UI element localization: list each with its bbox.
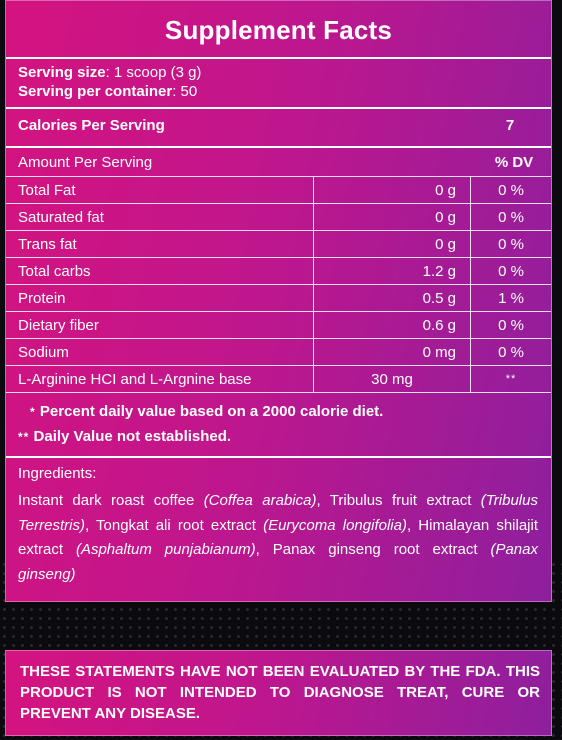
ingredient-latin-name: (Tribulus Terrestris) — [18, 492, 538, 534]
nutrient-amount: 0 g — [313, 203, 471, 231]
nutrient-dv: 0 % — [470, 176, 551, 204]
serving-size-value: : 1 scoop (3 g) — [105, 64, 202, 81]
nutrient-name: Protein — [6, 284, 314, 312]
nutrient-name: Dietary fiber — [6, 311, 314, 339]
divider — [6, 146, 551, 148]
ingredient-part: Instant dark roast coffee — [18, 492, 204, 509]
ingredient-latin-name: (Coffea arabica) — [203, 492, 317, 509]
divider — [6, 456, 551, 458]
calories-label: Calories Per Serving — [18, 117, 165, 134]
nutrient-dv: 0 % — [470, 338, 551, 366]
table-row: Sodium 0 mg 0 % — [6, 338, 551, 366]
nutrient-name: L-Arginine HCI and L-Argnine base — [6, 365, 314, 393]
table-row: L-Arginine HCI and L-Argnine base 30 mg ** — [6, 365, 551, 393]
ingredient-part: , Tongkat ali root extract — [84, 516, 264, 534]
nutrient-amount: 30 mg — [313, 365, 471, 393]
divider — [6, 107, 551, 109]
serving-per-container-label: Serving per container — [18, 83, 173, 100]
footnote-star: ** — [18, 430, 30, 444]
serving-per-container-value: : 50 — [172, 83, 198, 100]
divider — [6, 57, 551, 59]
daily-value-header: % DV — [494, 154, 534, 171]
ingredients-label: Ingredients: — [18, 465, 97, 482]
serving-size: Serving size: 1 scoop (3 g) — [18, 63, 201, 82]
nutrient-amount: 0 mg — [313, 338, 471, 366]
nutrient-amount: 0.5 g — [313, 284, 471, 312]
footnote-text: Percent daily value based on a 2000 calo… — [39, 403, 384, 420]
nutrient-dv: 1 % — [470, 284, 551, 312]
calories-value: 7 — [505, 117, 515, 134]
nutrient-dv: ** — [470, 365, 551, 393]
serving-size-label: Serving size — [18, 64, 106, 81]
fda-disclaimer-box: THESE STATEMENTS HAVE NOT BEEN EVALUATED… — [5, 650, 552, 736]
nutrient-amount: 0.6 g — [313, 311, 471, 339]
ingredient-part: , Himalayan shilajit extract — [18, 516, 539, 559]
nutrient-dv: 0 % — [470, 311, 551, 339]
nutrient-amount: 1.2 g — [313, 257, 471, 285]
ingredient-latin-name: (Eurycoma longifolia) — [263, 516, 407, 534]
nutrient-name: Sodium — [6, 338, 314, 366]
supplement-facts-panel: Supplement Facts Serving size: 1 scoop (… — [5, 0, 552, 602]
footnote-not-established: ** Daily Value not established. — [18, 428, 231, 445]
ingredient-latin-name: (Panax ginseng) — [18, 541, 538, 583]
nutrient-amount: 0 g — [313, 176, 471, 204]
ingredient-part: , Tribulus fruit extract — [316, 492, 481, 509]
footnote-text: Daily Value not established. — [33, 428, 232, 445]
fda-disclaimer-text: THESE STATEMENTS HAVE NOT BEEN EVALUATED… — [20, 663, 540, 722]
nutrient-name: Trans fat — [6, 230, 314, 258]
ingredients-text: Instant dark roast coffee (Coffea arabic… — [18, 489, 538, 587]
ingredient-part: , Panax ginseng root extract — [255, 541, 491, 558]
panel-title: Supplement Facts — [164, 15, 393, 45]
amount-per-serving-label: Amount Per Serving — [18, 154, 153, 171]
serving-per-container: Serving per container: 50 — [18, 82, 197, 101]
nutrient-dv: 0 % — [470, 257, 551, 285]
nutrient-dv: 0 % — [470, 203, 551, 231]
nutrient-amount: 0 g — [313, 230, 471, 258]
nutrient-name: Total carbs — [6, 257, 314, 285]
footnote-daily-value: * Percent daily value based on a 2000 ca… — [30, 403, 383, 420]
nutrient-name: Total Fat — [6, 176, 314, 204]
nutrient-name: Saturated fat — [6, 203, 314, 231]
nutrient-dv: 0 % — [470, 230, 551, 258]
footnote-star: * — [30, 405, 36, 419]
ingredient-latin-name: (Asphaltum punjabianum) — [75, 541, 256, 558]
